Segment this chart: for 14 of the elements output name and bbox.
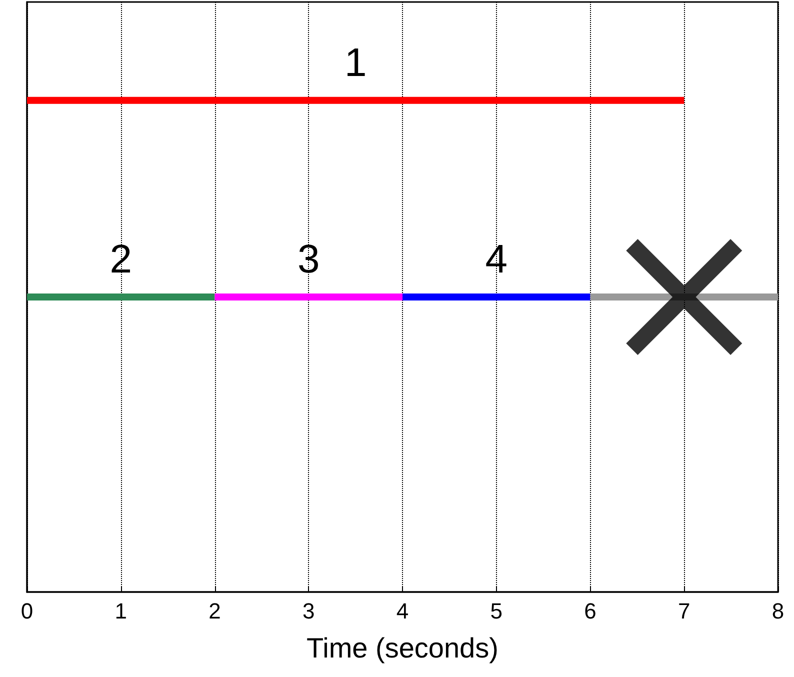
- x-tick-label: 3: [302, 598, 315, 624]
- series-label: 3: [298, 238, 320, 282]
- x-axis-title: Time (seconds): [306, 632, 498, 664]
- series-label: 2: [110, 238, 132, 282]
- x-tick-label: 2: [208, 598, 221, 624]
- x-tick-label: 1: [114, 598, 127, 624]
- series-label: 4: [485, 238, 508, 282]
- x-tick-label: 5: [490, 598, 502, 624]
- x-tick-label: 4: [396, 598, 409, 624]
- x-tick-label: 0: [20, 598, 34, 624]
- x-tick-label: 6: [584, 598, 596, 624]
- series-label: 1: [344, 40, 367, 85]
- x-tick-label: 8: [772, 598, 784, 624]
- x-tick-label: 7: [678, 598, 690, 624]
